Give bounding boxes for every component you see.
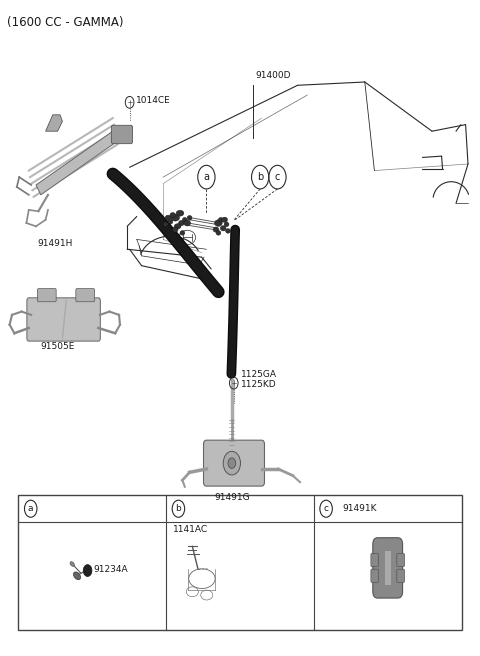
- Text: a: a: [28, 504, 34, 513]
- Text: (1600 CC - GAMMA): (1600 CC - GAMMA): [7, 16, 124, 30]
- Circle shape: [223, 451, 240, 475]
- Text: 91491K: 91491K: [342, 504, 377, 513]
- Ellipse shape: [218, 218, 223, 222]
- Polygon shape: [46, 115, 62, 131]
- Text: 91400D: 91400D: [256, 71, 291, 80]
- Circle shape: [228, 458, 236, 468]
- Ellipse shape: [70, 562, 74, 566]
- Text: 91505E: 91505E: [41, 342, 75, 352]
- Text: 1014CE: 1014CE: [136, 96, 170, 105]
- Ellipse shape: [224, 222, 229, 226]
- Ellipse shape: [220, 226, 226, 231]
- FancyBboxPatch shape: [111, 125, 132, 144]
- Text: 1141AC: 1141AC: [173, 525, 208, 535]
- Ellipse shape: [171, 215, 180, 221]
- Bar: [385, 551, 391, 585]
- FancyBboxPatch shape: [27, 298, 100, 341]
- Ellipse shape: [187, 215, 192, 220]
- FancyBboxPatch shape: [373, 538, 403, 598]
- Text: c: c: [324, 504, 329, 513]
- Ellipse shape: [215, 220, 222, 226]
- Text: 1125GA: 1125GA: [241, 370, 277, 379]
- Text: b: b: [176, 504, 181, 513]
- Ellipse shape: [222, 217, 228, 222]
- Ellipse shape: [73, 572, 81, 580]
- Text: 91491G: 91491G: [214, 493, 250, 502]
- FancyBboxPatch shape: [204, 440, 264, 486]
- Text: 1125KD: 1125KD: [241, 380, 276, 389]
- FancyBboxPatch shape: [371, 554, 379, 567]
- FancyBboxPatch shape: [371, 569, 379, 583]
- Polygon shape: [36, 131, 118, 195]
- Text: b: b: [257, 172, 264, 182]
- Text: c: c: [275, 172, 280, 182]
- Ellipse shape: [172, 227, 178, 232]
- Ellipse shape: [165, 215, 171, 220]
- Ellipse shape: [176, 210, 184, 216]
- Ellipse shape: [213, 227, 219, 232]
- Text: a: a: [204, 172, 209, 182]
- Text: 91234A: 91234A: [93, 565, 128, 574]
- Ellipse shape: [180, 231, 185, 235]
- FancyBboxPatch shape: [37, 289, 56, 302]
- Ellipse shape: [163, 222, 168, 226]
- Bar: [18, 495, 462, 630]
- Ellipse shape: [184, 220, 191, 226]
- FancyBboxPatch shape: [397, 569, 405, 583]
- Ellipse shape: [168, 219, 173, 224]
- Text: 91491H: 91491H: [37, 239, 73, 249]
- Ellipse shape: [179, 220, 184, 226]
- Circle shape: [83, 565, 92, 577]
- FancyBboxPatch shape: [76, 289, 95, 302]
- Ellipse shape: [226, 228, 230, 233]
- FancyBboxPatch shape: [397, 554, 405, 567]
- Ellipse shape: [170, 213, 176, 218]
- Ellipse shape: [216, 231, 221, 235]
- Ellipse shape: [182, 218, 187, 222]
- Ellipse shape: [174, 224, 181, 229]
